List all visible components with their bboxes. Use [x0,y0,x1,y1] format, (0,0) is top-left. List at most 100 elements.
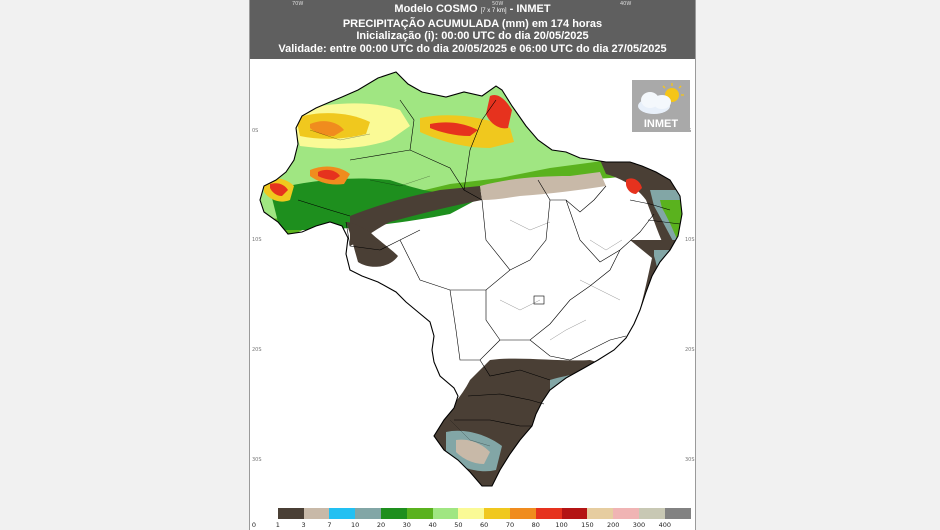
legend-label: 150 [581,521,594,529]
rain-rio-grande-sul-light [456,439,490,464]
cloud-sun-icon [638,83,684,114]
legend-label: 300 [632,521,646,529]
legend-label: 10 [351,521,360,529]
rain-northeast-coast-green [660,200,682,246]
legend-swatch [535,508,563,519]
state-border [485,249,621,341]
rain-red-amazonas [318,169,340,180]
light-rain-belt-center [350,186,482,246]
legend-label: 30 [402,521,411,529]
legend-swatch [613,508,640,519]
state-border [349,149,483,201]
region-border [589,239,623,251]
legend-swatch [432,508,459,519]
state-boundaries [297,99,681,427]
legend-label: 70 [505,521,515,529]
legend-swatch [329,508,356,519]
right-axis-label: 20S [685,347,695,353]
state-border [629,199,671,211]
rain-orange-core [310,121,344,136]
rain-red-west [270,183,288,196]
product-title: PRECIPITAÇÃO ACUMULADA (mm) em 174 horas [342,17,603,30]
state-border [550,185,607,213]
logo-text: INMET [643,118,679,130]
legend-swatch [381,508,408,519]
initialization-line: Inicialização (i): 00:00 UTC do dia 20/0… [356,30,589,42]
brazil-precipitation-map [259,71,683,487]
rain-espirito-santo [630,320,670,346]
legend-swatch [458,508,485,519]
state-border [449,289,501,361]
map-header: Modelo COSMO [7 x 7 km] - INMET PRECIPIT… [250,0,695,59]
legend-label: 3 [301,521,306,529]
federal-district-border [533,295,545,305]
legend-swatch [639,508,666,519]
top-axis-label: 50W [492,1,504,7]
legend-swatch [277,508,305,519]
left-axis-label: 20S [252,347,262,353]
resolution-label: [7 x 7 km] [480,8,507,14]
legend-label: 1 [275,521,280,529]
state-border [479,359,551,381]
state-border [647,219,681,225]
region-border [549,319,587,341]
legend-label: 60 [480,521,489,529]
rain-red-ceara [626,178,642,194]
right-axis-label: 10S [685,237,695,243]
legend-label: 50 [454,521,463,529]
legend-swatch [355,508,382,519]
legend-label: 20 [376,521,386,529]
validity-line: Validade: entre 00:00 UTC do dia 20/05/2… [278,42,667,55]
brazil-outline [259,71,683,487]
legend-label: 40 [428,521,437,529]
legend-swatch [484,508,511,519]
region-border [499,299,541,311]
state-border [529,335,627,361]
state-border [399,239,511,291]
state-border [345,221,421,251]
left-axis-label: 30S [252,457,262,463]
legend-swatch [587,508,614,519]
top-axis-label: 40W [620,1,632,7]
state-border [463,99,497,191]
region-border [309,129,371,141]
region-boundaries [309,129,623,447]
rain-red-amapa [486,94,512,129]
model-title: Modelo COSMO [7 x 7 km] - INMET [250,3,695,18]
inmet-logo: INMET [632,80,690,132]
region-border [449,419,491,447]
legend-swatch [303,508,330,519]
region-border [509,219,551,231]
model-title-text: Modelo COSMO [394,3,481,15]
state-border [454,419,532,427]
legend-swatch [406,508,434,519]
state-border [399,99,415,151]
legend-swatch [561,508,588,519]
legend-label: 80 [531,521,540,529]
legend-swatch [664,508,692,519]
rain-band-dark-green [270,178,480,230]
state-border [565,199,655,263]
legend-label: 0 [251,521,257,529]
legend-swatch [510,508,537,519]
model-title-suffix: - INMET [506,3,551,15]
legend-label: 100 [555,521,568,529]
legend-swatch [252,508,279,519]
light-rain-belt-rondonia [346,222,398,267]
precipitation-legend: 0 1 3 7 10 20 30 40 50 60 70 80 100 150 200 300 400 [250,508,695,530]
state-border [297,199,351,217]
light-rain-transition [480,172,606,200]
legend-label: 200 [606,521,620,529]
top-axis-label: 70W [292,1,304,7]
rain-bahia-coast [654,250,682,300]
region-border [369,175,431,187]
region-border [579,279,621,301]
legend-label: 7 [327,521,332,529]
right-axis-label: 30S [685,457,695,463]
left-axis-label: 0S [252,128,259,134]
state-border [467,393,545,405]
left-axis-label: 10S [252,237,262,243]
rain-red-para [430,122,478,136]
legend-label: 400 [658,521,672,529]
forecast-map-panel: Modelo COSMO [7 x 7 km] - INMET PRECIPIT… [249,0,696,530]
